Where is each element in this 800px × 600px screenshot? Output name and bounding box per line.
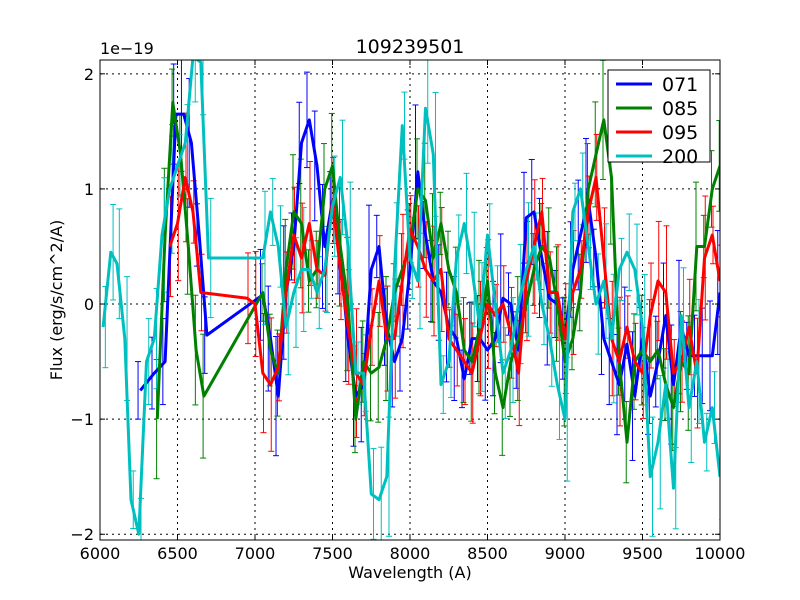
y-axis-label: Flux (erg/s/cm^2/A) [47, 220, 66, 381]
y-tick-labels: −2 −1 0 1 2 [70, 65, 94, 544]
chart-title: 109239501 [356, 36, 465, 58]
y-tick-label: 0 [84, 295, 94, 314]
y-offset-label: 1e−19 [100, 39, 154, 58]
x-tick-label: 8000 [390, 544, 431, 563]
y-tick-label: −2 [70, 525, 94, 544]
y-tick-label: 1 [84, 180, 94, 199]
plot-area [101, 60, 720, 540]
x-tick-label: 6000 [80, 544, 121, 563]
x-tick-label: 8500 [467, 544, 508, 563]
x-tick-label: 10000 [695, 544, 746, 563]
legend-label-085: 085 [662, 98, 698, 120]
x-axis-label: Wavelength (A) [348, 563, 471, 582]
axis-ticks [99, 60, 721, 540]
y-tick-label: −1 [70, 410, 94, 429]
series-line-095 [168, 175, 720, 387]
series-line-200 [101, 60, 720, 536]
legend-label-071: 071 [662, 74, 698, 96]
series-lines [101, 60, 720, 536]
x-tick-label: 7000 [235, 544, 276, 563]
legend-label-200: 200 [662, 146, 698, 168]
x-tick-labels: 6000 6500 7000 7500 8000 8500 9000 9500 10000 [80, 544, 746, 563]
y-tick-label: 2 [84, 65, 94, 84]
legend-label-095: 095 [662, 122, 698, 144]
x-tick-label: 6500 [157, 544, 198, 563]
x-tick-label: 9000 [545, 544, 586, 563]
x-tick-label: 7500 [312, 544, 353, 563]
x-tick-label: 9500 [622, 544, 663, 563]
